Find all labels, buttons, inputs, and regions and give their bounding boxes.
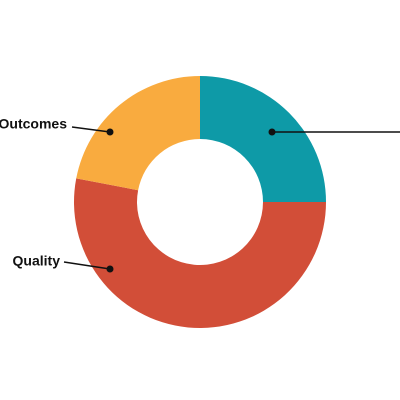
leader-dot xyxy=(106,265,114,273)
slice-label: Quality xyxy=(13,253,61,269)
slice-label: Outcomes xyxy=(0,116,67,132)
leader-dot xyxy=(268,128,276,136)
leader-line xyxy=(63,261,111,270)
leader-dot xyxy=(106,128,114,136)
donut-slice xyxy=(76,76,200,191)
leader-line xyxy=(71,126,111,133)
donut-slice xyxy=(200,76,326,202)
donut-slice xyxy=(74,178,326,328)
